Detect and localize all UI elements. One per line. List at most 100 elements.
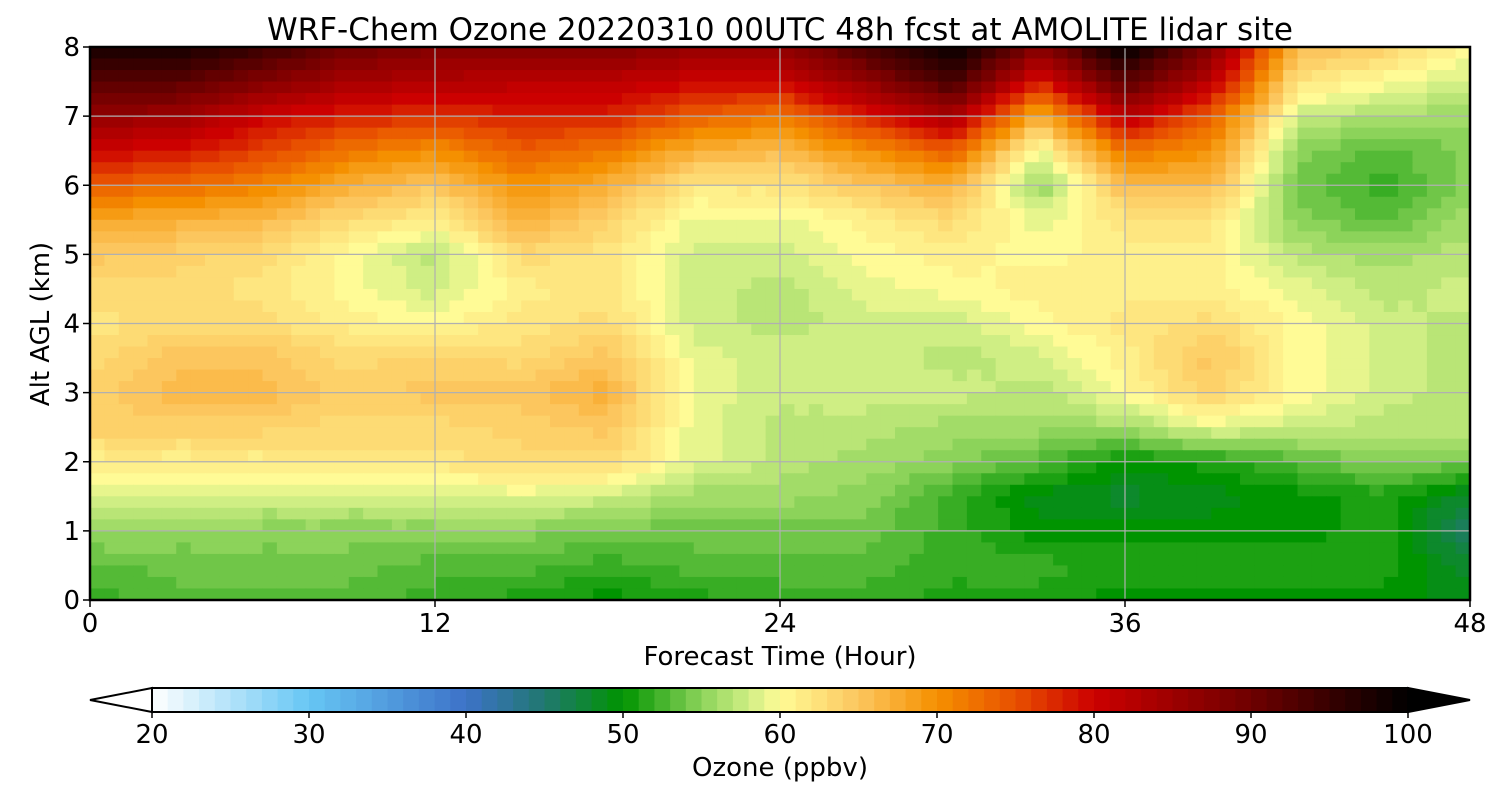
heatmap-cell xyxy=(1196,104,1212,117)
heatmap-cell xyxy=(305,219,321,232)
heatmap-cell xyxy=(1053,530,1069,543)
heatmap-cell xyxy=(564,507,580,520)
heatmap-cell xyxy=(995,70,1011,83)
heatmap-cell xyxy=(1067,127,1083,140)
heatmap-cell xyxy=(190,519,206,532)
heatmap-cell xyxy=(1412,392,1428,405)
heatmap-cell xyxy=(420,231,436,244)
heatmap-cell xyxy=(1398,196,1414,209)
heatmap-cell xyxy=(1369,519,1385,532)
heatmap-cell xyxy=(1038,150,1054,163)
heatmap-cell xyxy=(794,104,810,117)
heatmap-cell xyxy=(1326,208,1342,221)
heatmap-cell xyxy=(1240,358,1255,371)
heatmap-cell xyxy=(334,81,350,94)
heatmap-cell xyxy=(923,530,939,543)
heatmap-cell xyxy=(435,288,450,302)
heatmap-cell xyxy=(406,116,422,129)
heatmap-cell xyxy=(693,484,709,497)
heatmap-cell xyxy=(1038,196,1054,209)
heatmap-cell xyxy=(147,231,163,244)
heatmap-cell xyxy=(492,277,508,290)
heatmap-cell xyxy=(492,311,508,325)
heatmap-cell xyxy=(909,496,925,509)
heatmap-cell xyxy=(751,542,767,555)
heatmap-cell xyxy=(1254,231,1270,244)
heatmap-cell xyxy=(1326,81,1342,94)
heatmap-cell xyxy=(736,369,752,382)
heatmap-cell xyxy=(966,358,982,371)
heatmap-cell xyxy=(564,588,580,600)
heatmap-cell xyxy=(895,127,910,140)
heatmap-cell xyxy=(1182,127,1198,140)
heatmap-cell xyxy=(1398,404,1414,417)
heatmap-cell xyxy=(1168,392,1184,405)
heatmap-cell xyxy=(880,300,896,313)
heatmap-cell xyxy=(923,346,939,359)
heatmap-cell xyxy=(1211,47,1227,60)
heatmap-cell xyxy=(995,565,1011,578)
heatmap-cell xyxy=(1355,335,1370,348)
heatmap-cell xyxy=(1125,127,1140,140)
heatmap-cell xyxy=(650,565,666,578)
heatmap-cell xyxy=(1038,496,1054,509)
heatmap-cell xyxy=(1067,358,1083,371)
heatmap-cell xyxy=(1010,415,1025,428)
heatmap-cell xyxy=(1297,242,1313,255)
heatmap-cell xyxy=(1254,311,1270,325)
heatmap-cell xyxy=(607,265,623,279)
heatmap-cell xyxy=(1254,277,1270,290)
heatmap-cell xyxy=(679,219,695,232)
heatmap-cell xyxy=(1067,231,1083,244)
heatmap-cell xyxy=(1110,231,1126,244)
heatmap-cell xyxy=(133,358,149,371)
heatmap-cell xyxy=(1426,404,1442,417)
heatmap-cell xyxy=(564,127,580,140)
heatmap-cell xyxy=(377,461,393,474)
heatmap-cell xyxy=(1139,265,1155,279)
heatmap-cell xyxy=(1125,346,1140,359)
heatmap-cell xyxy=(1038,277,1054,290)
heatmap-cell xyxy=(722,300,738,313)
heatmap-cell xyxy=(420,346,436,359)
heatmap-cell xyxy=(578,553,594,567)
heatmap-cell xyxy=(1240,288,1255,302)
heatmap-cell xyxy=(104,58,120,71)
heatmap-cell xyxy=(1196,415,1212,428)
heatmap-cell xyxy=(1297,70,1313,83)
heatmap-cell xyxy=(1182,427,1198,440)
heatmap-cell xyxy=(161,173,177,186)
heatmap-cell xyxy=(1196,461,1212,474)
heatmap-cell xyxy=(377,231,393,244)
heatmap-cell xyxy=(320,588,335,600)
heatmap-cell xyxy=(1383,208,1399,221)
heatmap-cell xyxy=(851,70,867,83)
heatmap-cell xyxy=(478,427,494,440)
heatmap-cell xyxy=(780,565,795,578)
heatmap-cell xyxy=(320,265,335,279)
heatmap-cell xyxy=(320,196,335,209)
heatmap-cell xyxy=(636,93,652,106)
heatmap-cell xyxy=(1010,392,1025,405)
heatmap-cell xyxy=(693,300,709,313)
heatmap-cell xyxy=(981,104,997,117)
heatmap-cell xyxy=(1196,93,1212,106)
heatmap-cell xyxy=(981,70,997,83)
heatmap-cell xyxy=(1355,231,1370,244)
heatmap-cell xyxy=(1182,254,1198,267)
heatmap-cell xyxy=(909,346,925,359)
heatmap-cell xyxy=(248,208,264,221)
heatmap-cell xyxy=(377,93,393,106)
heatmap-cell xyxy=(1125,104,1140,117)
heatmap-cell xyxy=(765,265,781,279)
heatmap-cell xyxy=(176,553,192,567)
x-tick-label: 48 xyxy=(1453,609,1486,639)
heatmap-cell xyxy=(895,185,910,198)
colorbar-swatch xyxy=(450,688,467,712)
heatmap-cell xyxy=(334,450,350,463)
heatmap-cell xyxy=(363,519,379,532)
heatmap-cell xyxy=(895,311,910,325)
heatmap-cell xyxy=(1081,530,1097,543)
heatmap-cell xyxy=(478,116,494,129)
heatmap-cell xyxy=(320,162,335,175)
